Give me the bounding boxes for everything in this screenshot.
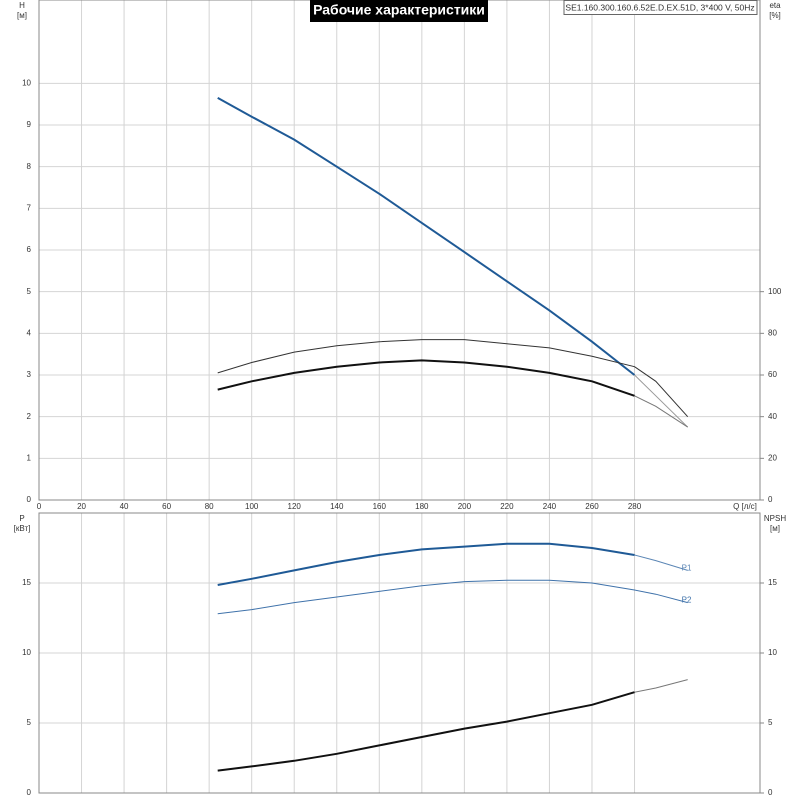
x-tick-label: 280 — [628, 502, 642, 511]
curve-label: P2 — [682, 596, 692, 605]
x-tick-label: 120 — [288, 502, 302, 511]
x-tick-label: 260 — [585, 502, 599, 511]
x-tick-label: 80 — [205, 502, 214, 511]
y-tick-label: 10 — [22, 648, 31, 657]
curve — [634, 395, 688, 428]
y-tick-label: 2 — [27, 412, 32, 421]
y-tick-label: 8 — [27, 162, 32, 171]
y-tick-label: 4 — [27, 328, 32, 337]
curve — [217, 542, 635, 586]
y2-tick-label: 20 — [768, 453, 777, 462]
y-tick-label: 5 — [27, 287, 32, 296]
y2-tick-label: 100 — [768, 287, 782, 296]
y2-axis-label: eta — [769, 1, 781, 10]
y2-tick-label: 0 — [768, 495, 773, 504]
y-axis-unit: [м] — [17, 11, 27, 20]
y-tick-label: 5 — [27, 718, 32, 727]
model-label: SE1.160.300.160.6.52E.D.EX.51D, 3*400 V,… — [565, 2, 754, 12]
model-box — [563, 0, 758, 15]
y2-tick-label: 15 — [768, 578, 777, 587]
x-tick-label: 20 — [77, 502, 86, 511]
curve — [217, 579, 688, 615]
curve — [634, 554, 688, 571]
curve — [217, 339, 689, 418]
y2-tick-label: 0 — [768, 788, 773, 797]
curve — [634, 374, 689, 428]
y2-tick-label: 60 — [768, 370, 777, 379]
y2-tick-label: 5 — [768, 718, 773, 727]
x-tick-label: 60 — [162, 502, 171, 511]
x-tick-label: 140 — [330, 502, 344, 511]
x-tick-label: 220 — [500, 502, 514, 511]
curve — [634, 679, 688, 693]
x-tick-label: 40 — [120, 502, 129, 511]
y-tick-label: 9 — [27, 120, 32, 129]
plot-frame — [38, 0, 761, 501]
y-axis-label: P — [19, 514, 24, 523]
y-axis-unit: [кВт] — [14, 524, 31, 533]
x-tick-label: 200 — [458, 502, 472, 511]
y-tick-label: 3 — [27, 370, 32, 379]
curve-label: P1 — [682, 564, 692, 573]
y2-tick-label: 10 — [768, 648, 777, 657]
plot-frame — [38, 512, 761, 794]
y-tick-label: 15 — [22, 578, 31, 587]
y-tick-label: 1 — [27, 453, 32, 462]
y-tick-label: 6 — [27, 245, 32, 254]
y2-axis-unit: [м] — [770, 524, 780, 533]
y-tick-label: 7 — [27, 203, 32, 212]
x-tick-label: 160 — [373, 502, 387, 511]
curve — [217, 359, 635, 397]
curve — [217, 691, 635, 772]
x-tick-label: 100 — [245, 502, 259, 511]
x-axis-label: Q [л/с] — [733, 502, 757, 511]
y-axis-label: H — [19, 1, 25, 10]
y-tick-label: 0 — [27, 788, 32, 797]
title-box — [310, 0, 488, 22]
x-tick-label: 0 — [37, 502, 42, 511]
y2-tick-label: 40 — [768, 412, 777, 421]
y-tick-label: 0 — [27, 495, 32, 504]
y2-axis-label: NPSH — [764, 514, 786, 523]
y2-axis-unit: [%] — [769, 11, 781, 20]
y-tick-label: 10 — [22, 78, 31, 87]
curve — [217, 97, 636, 376]
x-tick-label: 180 — [415, 502, 429, 511]
chart-title: Рабочие характеристики — [313, 2, 485, 18]
x-tick-label: 240 — [543, 502, 557, 511]
y2-tick-label: 80 — [768, 328, 777, 337]
